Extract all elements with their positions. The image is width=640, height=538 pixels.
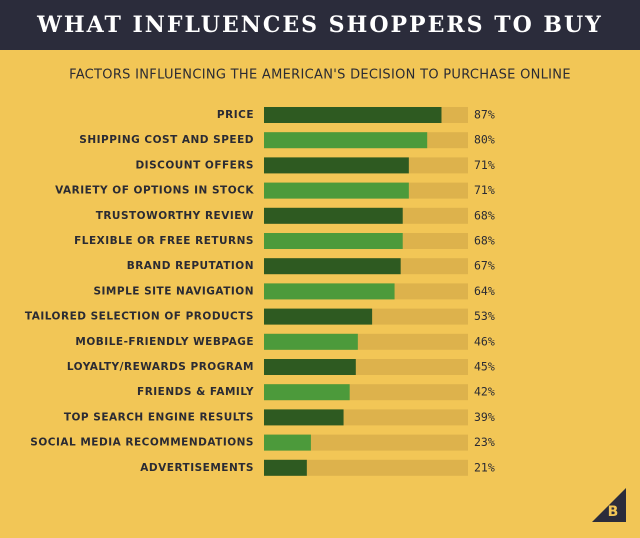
- bar: [264, 132, 428, 149]
- category-label: FRIENDS & FAMILY: [137, 386, 254, 398]
- bar: [264, 384, 350, 401]
- logo: B: [608, 504, 619, 520]
- category-label: TOP SEARCH ENGINE RESULTS: [64, 411, 254, 423]
- chart-title: WHAT INFLUENCES SHOPPERS TO BUY: [36, 12, 603, 38]
- bar-track: [264, 459, 468, 476]
- category-label: LOYALTY/REWARDS PROGRAM: [67, 361, 254, 373]
- category-label: SOCIAL MEDIA RECOMMENDATIONS: [30, 437, 254, 449]
- category-label: TRUSTOWORTHY REVIEW: [96, 210, 254, 222]
- logo-shape: [592, 488, 626, 522]
- value-label: 42%: [474, 385, 495, 399]
- value-label: 80%: [474, 133, 495, 147]
- category-label: TAILORED SELECTION OF PRODUCTS: [25, 311, 254, 323]
- category-label: DISCOUNT OFFERS: [135, 159, 254, 171]
- bar: [264, 409, 344, 426]
- value-label: 71%: [474, 183, 495, 197]
- value-label: 23%: [474, 435, 495, 449]
- category-label: VARIETY OF OPTIONS IN STOCK: [55, 185, 254, 197]
- chart-subtitle: FACTORS INFLUENCING THE AMERICAN'S DECIS…: [69, 68, 571, 83]
- value-label: 46%: [474, 334, 495, 348]
- category-label: SHIPPING COST AND SPEED: [79, 134, 254, 146]
- bar: [264, 333, 358, 350]
- bar: [264, 157, 409, 174]
- bar: [264, 434, 311, 451]
- bar: [264, 258, 401, 275]
- bar-track: [264, 434, 468, 451]
- value-label: 67%: [474, 259, 495, 273]
- bar: [264, 182, 409, 199]
- category-label: SIMPLE SITE NAVIGATION: [93, 285, 254, 297]
- value-label: 39%: [474, 410, 495, 424]
- value-label: 21%: [474, 460, 495, 474]
- value-label: 45%: [474, 360, 495, 374]
- category-label: PRICE: [217, 109, 254, 121]
- category-label: MOBILE-FRIENDLY WEBPAGE: [75, 336, 254, 348]
- value-label: 53%: [474, 309, 495, 323]
- value-label: 68%: [474, 208, 495, 222]
- bar: [264, 308, 373, 325]
- bar: [264, 283, 395, 300]
- bar: [264, 233, 403, 249]
- bar: [264, 359, 356, 375]
- bar: [264, 207, 403, 224]
- value-label: 71%: [474, 158, 495, 172]
- bar: [264, 107, 442, 123]
- bar: [264, 459, 307, 476]
- category-label: ADVERTISEMENTS: [140, 462, 254, 474]
- value-label: 87%: [474, 108, 495, 122]
- header-band: [0, 0, 640, 50]
- category-label: BRAND REPUTATION: [127, 260, 254, 272]
- value-label: 68%: [474, 234, 495, 248]
- category-label: FLEXIBLE OR FREE RETURNS: [74, 235, 254, 247]
- value-label: 64%: [474, 284, 495, 298]
